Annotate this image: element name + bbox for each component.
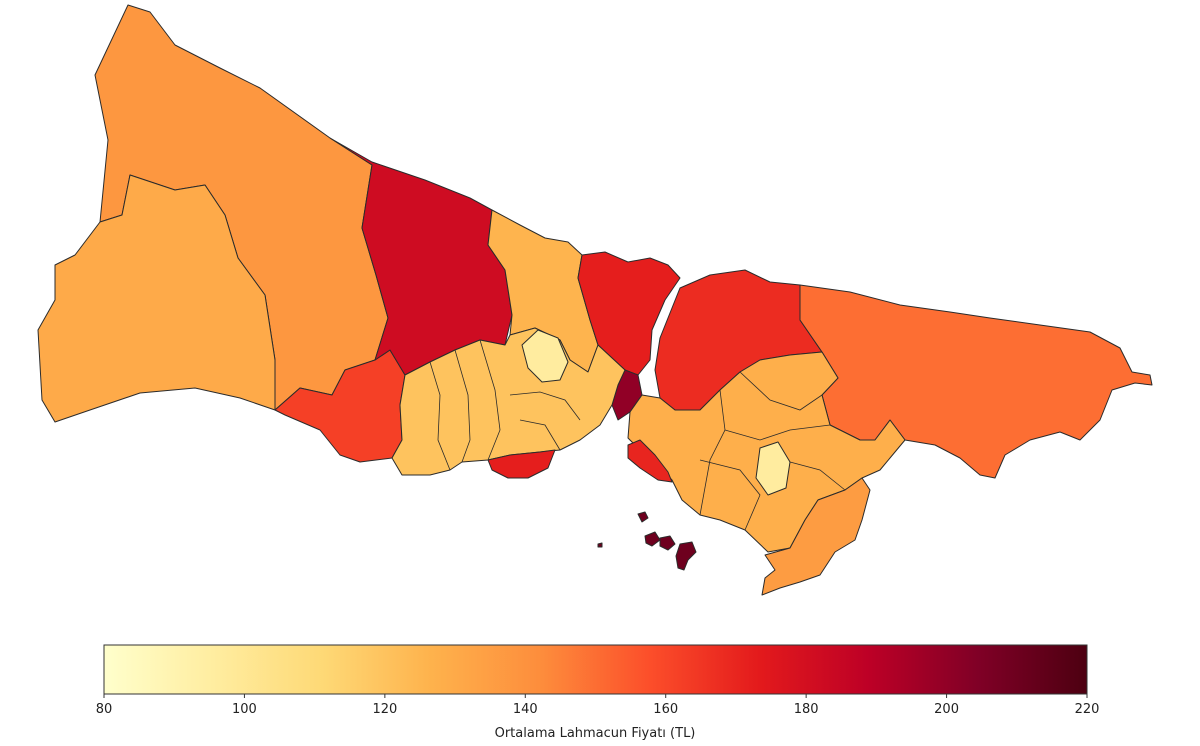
colorbar-tick-label: 220 [1075,702,1100,717]
colorbar-tick-label: 200 [934,702,959,717]
district-european-light[interactable] [521,329,569,383]
district-adalar-2[interactable] [644,531,661,547]
colorbar-label: Ortalama Lahmacun Fiyatı (TL) [495,726,696,741]
district-silivri[interactable] [37,174,276,423]
district-kadikoy[interactable] [627,439,673,483]
district-adalar-4[interactable] [675,541,697,571]
colorbar-tick-label: 140 [513,702,538,717]
colorbar: 80 100 120 140 160 180 200 220 Ortalama Lahmacu… [96,644,1100,741]
colorbar-ticks: 80 100 120 140 160 180 200 220 [96,694,1100,717]
district-borders [429,339,846,531]
district-asian-light[interactable] [755,441,791,496]
colorbar-tick-label: 100 [232,702,257,717]
colorbar-tick-label: 80 [96,702,113,717]
colorbar-tick-label: 180 [794,702,819,717]
districts-layer [37,4,1153,596]
colorbar-tick-label: 120 [372,702,397,717]
district-sariyer[interactable] [577,251,681,376]
district-bakirkoy[interactable] [487,449,556,479]
district-adalar-5[interactable] [597,542,603,548]
district-adalar-3[interactable] [659,535,676,551]
district-adalar-1[interactable] [637,511,649,523]
colorbar-rect [103,644,1088,695]
district-tuzla[interactable] [761,477,871,596]
colorbar-tick-label: 160 [653,702,678,717]
